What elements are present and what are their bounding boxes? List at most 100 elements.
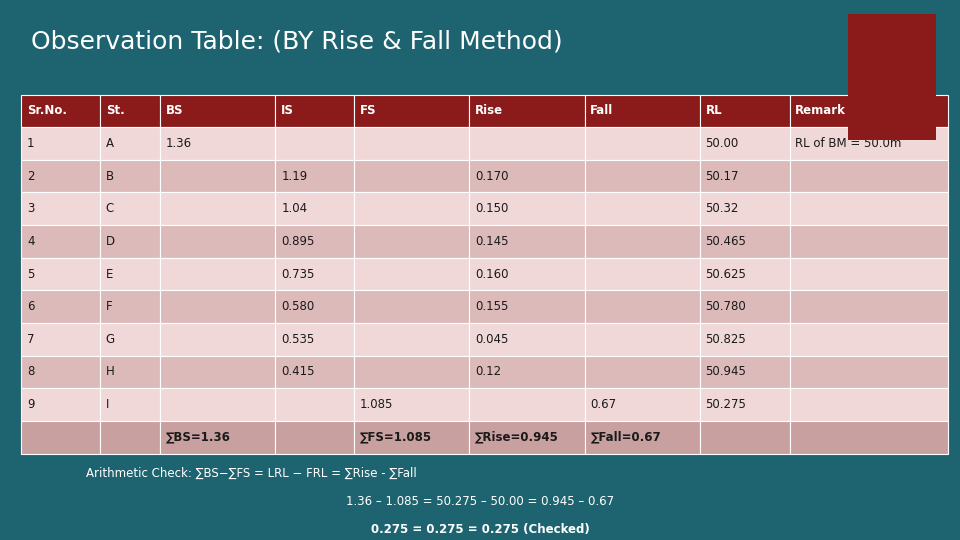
FancyBboxPatch shape (585, 356, 700, 388)
FancyBboxPatch shape (354, 258, 469, 291)
Text: F: F (106, 300, 112, 313)
FancyBboxPatch shape (21, 225, 100, 258)
FancyBboxPatch shape (276, 388, 354, 421)
FancyBboxPatch shape (160, 258, 276, 291)
Text: 0.415: 0.415 (281, 366, 315, 379)
Text: RL of BM = 50.0m: RL of BM = 50.0m (795, 137, 901, 150)
Text: RL: RL (706, 104, 722, 117)
Text: 7: 7 (27, 333, 35, 346)
Text: 1.36 – 1.085 = 50.275 – 50.00 = 0.945 – 0.67: 1.36 – 1.085 = 50.275 – 50.00 = 0.945 – … (346, 495, 614, 508)
FancyBboxPatch shape (21, 258, 100, 291)
FancyBboxPatch shape (276, 127, 354, 160)
Text: 4: 4 (27, 235, 35, 248)
FancyBboxPatch shape (700, 356, 789, 388)
Text: 6: 6 (27, 300, 35, 313)
FancyBboxPatch shape (276, 192, 354, 225)
Text: 50.825: 50.825 (706, 333, 746, 346)
Text: 1.36: 1.36 (166, 137, 192, 150)
Text: 1.085: 1.085 (360, 398, 394, 411)
FancyBboxPatch shape (160, 94, 276, 127)
FancyBboxPatch shape (469, 258, 585, 291)
FancyBboxPatch shape (848, 14, 936, 140)
Text: FS: FS (360, 104, 376, 117)
Text: 8: 8 (27, 366, 35, 379)
FancyBboxPatch shape (700, 291, 789, 323)
FancyBboxPatch shape (21, 160, 100, 192)
FancyBboxPatch shape (100, 356, 160, 388)
FancyBboxPatch shape (354, 192, 469, 225)
FancyBboxPatch shape (276, 225, 354, 258)
FancyBboxPatch shape (276, 258, 354, 291)
Text: 50.275: 50.275 (706, 398, 746, 411)
FancyBboxPatch shape (789, 388, 948, 421)
Text: C: C (106, 202, 114, 215)
Text: 50.465: 50.465 (706, 235, 746, 248)
Text: Remark: Remark (795, 104, 846, 117)
Text: D: D (106, 235, 115, 248)
FancyBboxPatch shape (789, 291, 948, 323)
FancyBboxPatch shape (585, 421, 700, 454)
Text: 5: 5 (27, 267, 35, 281)
FancyBboxPatch shape (276, 160, 354, 192)
FancyBboxPatch shape (354, 421, 469, 454)
FancyBboxPatch shape (700, 127, 789, 160)
Text: 0.895: 0.895 (281, 235, 315, 248)
FancyBboxPatch shape (276, 421, 354, 454)
Text: 0.170: 0.170 (475, 170, 509, 183)
Text: 9: 9 (27, 398, 35, 411)
FancyBboxPatch shape (354, 225, 469, 258)
FancyBboxPatch shape (789, 258, 948, 291)
FancyBboxPatch shape (469, 356, 585, 388)
FancyBboxPatch shape (789, 192, 948, 225)
FancyBboxPatch shape (469, 192, 585, 225)
FancyBboxPatch shape (789, 356, 948, 388)
Text: ∑FS=1.085: ∑FS=1.085 (360, 431, 432, 444)
Text: 50.00: 50.00 (706, 137, 738, 150)
FancyBboxPatch shape (469, 291, 585, 323)
FancyBboxPatch shape (585, 323, 700, 356)
FancyBboxPatch shape (160, 421, 276, 454)
FancyBboxPatch shape (354, 94, 469, 127)
FancyBboxPatch shape (276, 291, 354, 323)
FancyBboxPatch shape (160, 323, 276, 356)
Text: 0.67: 0.67 (590, 398, 616, 411)
Text: E: E (106, 267, 113, 281)
FancyBboxPatch shape (585, 160, 700, 192)
Text: A: A (106, 137, 114, 150)
FancyBboxPatch shape (789, 160, 948, 192)
Text: 3: 3 (27, 202, 35, 215)
FancyBboxPatch shape (700, 421, 789, 454)
FancyBboxPatch shape (585, 94, 700, 127)
FancyBboxPatch shape (21, 291, 100, 323)
Text: 50.780: 50.780 (706, 300, 746, 313)
Text: 0.580: 0.580 (281, 300, 315, 313)
FancyBboxPatch shape (469, 160, 585, 192)
FancyBboxPatch shape (789, 323, 948, 356)
FancyBboxPatch shape (100, 291, 160, 323)
FancyBboxPatch shape (100, 192, 160, 225)
FancyBboxPatch shape (276, 323, 354, 356)
FancyBboxPatch shape (469, 127, 585, 160)
Text: ∑Rise=0.945: ∑Rise=0.945 (475, 431, 559, 444)
FancyBboxPatch shape (700, 225, 789, 258)
FancyBboxPatch shape (100, 127, 160, 160)
FancyBboxPatch shape (21, 421, 100, 454)
Text: G: G (106, 333, 115, 346)
FancyBboxPatch shape (700, 94, 789, 127)
Text: 0.735: 0.735 (281, 267, 315, 281)
Text: 50.17: 50.17 (706, 170, 739, 183)
FancyBboxPatch shape (160, 160, 276, 192)
FancyBboxPatch shape (100, 225, 160, 258)
FancyBboxPatch shape (469, 323, 585, 356)
FancyBboxPatch shape (354, 356, 469, 388)
FancyBboxPatch shape (21, 127, 100, 160)
FancyBboxPatch shape (354, 127, 469, 160)
Text: IS: IS (281, 104, 294, 117)
FancyBboxPatch shape (700, 192, 789, 225)
Text: 0.150: 0.150 (475, 202, 509, 215)
FancyBboxPatch shape (276, 94, 354, 127)
FancyBboxPatch shape (354, 388, 469, 421)
Text: 50.945: 50.945 (706, 366, 746, 379)
FancyBboxPatch shape (585, 388, 700, 421)
FancyBboxPatch shape (789, 94, 948, 127)
